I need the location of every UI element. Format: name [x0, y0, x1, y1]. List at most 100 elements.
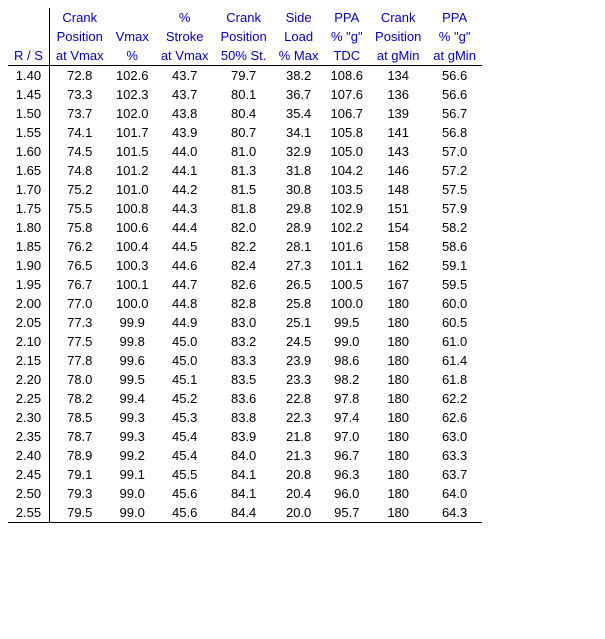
table-cell: 82.2 — [215, 237, 273, 256]
table-row: 1.5073.7102.043.880.435.4106.713956.7 — [8, 104, 482, 123]
table-cell: 74.8 — [49, 161, 109, 180]
col-header — [8, 27, 49, 46]
table-cell: 151 — [369, 199, 427, 218]
table-cell: 98.6 — [325, 351, 370, 370]
table-cell: 158 — [369, 237, 427, 256]
table-cell: 100.3 — [110, 256, 155, 275]
col-header: Stroke — [155, 27, 215, 46]
table-cell: 61.0 — [427, 332, 482, 351]
table-cell: 82.6 — [215, 275, 273, 294]
table-cell: 180 — [369, 446, 427, 465]
table-cell: 23.9 — [273, 351, 325, 370]
table-cell: 100.1 — [110, 275, 155, 294]
table-cell: 99.0 — [325, 332, 370, 351]
table-cell: 72.8 — [49, 66, 109, 86]
table-cell: 95.7 — [325, 503, 370, 523]
table-cell: 73.3 — [49, 85, 109, 104]
table-cell: 45.4 — [155, 446, 215, 465]
table-cell: 180 — [369, 370, 427, 389]
table-cell: 99.4 — [110, 389, 155, 408]
table-row: 1.9076.5100.344.682.427.3101.116259.1 — [8, 256, 482, 275]
table-cell: 43.7 — [155, 66, 215, 86]
col-header: Crank — [215, 8, 273, 27]
table-cell: 77.5 — [49, 332, 109, 351]
table-cell: 96.3 — [325, 465, 370, 484]
table-cell: 99.2 — [110, 446, 155, 465]
table-cell: 45.2 — [155, 389, 215, 408]
table-cell: 60.5 — [427, 313, 482, 332]
table-cell: 25.1 — [273, 313, 325, 332]
table-cell: 62.2 — [427, 389, 482, 408]
table-cell: 78.9 — [49, 446, 109, 465]
table-cell: 1.60 — [8, 142, 49, 161]
table-cell: 45.4 — [155, 427, 215, 446]
table-cell: 101.6 — [325, 237, 370, 256]
table-cell: 98.2 — [325, 370, 370, 389]
table-cell: 1.40 — [8, 66, 49, 86]
table-cell: 99.0 — [110, 484, 155, 503]
table-cell: 82.8 — [215, 294, 273, 313]
table-cell: 44.1 — [155, 161, 215, 180]
table-cell: 80.1 — [215, 85, 273, 104]
table-cell: 59.5 — [427, 275, 482, 294]
table-row: 2.1077.599.845.083.224.599.018061.0 — [8, 332, 482, 351]
col-header: % "g" — [427, 27, 482, 46]
table-cell: 84.1 — [215, 465, 273, 484]
table-cell: 45.5 — [155, 465, 215, 484]
table-cell: 30.8 — [273, 180, 325, 199]
table-cell: 29.8 — [273, 199, 325, 218]
table-cell: 136 — [369, 85, 427, 104]
table-header: Crank%CrankSidePPACrankPPAPositionVmaxSt… — [8, 8, 482, 66]
table-cell: 102.2 — [325, 218, 370, 237]
table-cell: 44.2 — [155, 180, 215, 199]
table-cell: 146 — [369, 161, 427, 180]
table-cell: 141 — [369, 123, 427, 142]
table-cell: 2.25 — [8, 389, 49, 408]
table-row: 1.9576.7100.144.782.626.5100.516759.5 — [8, 275, 482, 294]
table-cell: 2.00 — [8, 294, 49, 313]
table-cell: 99.8 — [110, 332, 155, 351]
table-cell: 44.6 — [155, 256, 215, 275]
table-row: 1.7075.2101.044.281.530.8103.514857.5 — [8, 180, 482, 199]
table-cell: 80.7 — [215, 123, 273, 142]
table-cell: 180 — [369, 465, 427, 484]
table-cell: 134 — [369, 66, 427, 86]
col-header: % — [110, 46, 155, 66]
col-header: Position — [215, 27, 273, 46]
table-cell: 167 — [369, 275, 427, 294]
table-cell: 101.2 — [110, 161, 155, 180]
table-cell: 61.4 — [427, 351, 482, 370]
table-cell: 2.15 — [8, 351, 49, 370]
col-header: Crank — [369, 8, 427, 27]
table-cell: 57.0 — [427, 142, 482, 161]
table-cell: 2.05 — [8, 313, 49, 332]
table-cell: 45.6 — [155, 484, 215, 503]
table-row: 2.1577.899.645.083.323.998.618061.4 — [8, 351, 482, 370]
table-cell: 63.7 — [427, 465, 482, 484]
table-cell: 100.6 — [110, 218, 155, 237]
table-cell: 83.0 — [215, 313, 273, 332]
table-cell: 1.65 — [8, 161, 49, 180]
table-cell: 59.1 — [427, 256, 482, 275]
table-row: 1.8075.8100.644.482.028.9102.215458.2 — [8, 218, 482, 237]
table-cell: 58.6 — [427, 237, 482, 256]
table-cell: 45.0 — [155, 332, 215, 351]
col-header: at gMin — [369, 46, 427, 66]
table-cell: 1.85 — [8, 237, 49, 256]
table-cell: 27.3 — [273, 256, 325, 275]
table-cell: 28.9 — [273, 218, 325, 237]
table-cell: 2.30 — [8, 408, 49, 427]
table-cell: 75.8 — [49, 218, 109, 237]
table-cell: 99.9 — [110, 313, 155, 332]
table-cell: 2.35 — [8, 427, 49, 446]
table-cell: 79.1 — [49, 465, 109, 484]
table-cell: 45.6 — [155, 503, 215, 523]
col-header: 50% St. — [215, 46, 273, 66]
table-cell: 96.7 — [325, 446, 370, 465]
col-header: Crank — [49, 8, 109, 27]
table-cell: 180 — [369, 427, 427, 446]
table-cell: 73.7 — [49, 104, 109, 123]
table-cell: 64.0 — [427, 484, 482, 503]
col-header: PPA — [325, 8, 370, 27]
table-cell: 32.9 — [273, 142, 325, 161]
